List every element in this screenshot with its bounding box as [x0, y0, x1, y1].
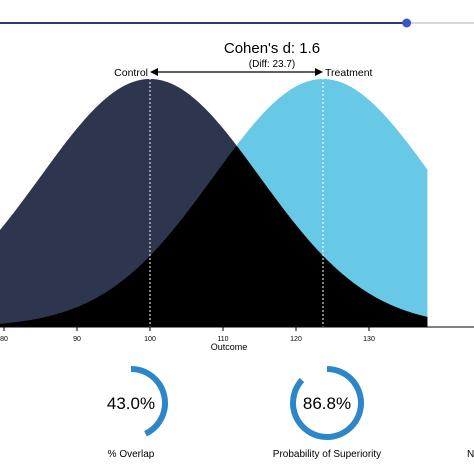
chart-subtitle: (Diff: 23.7) [249, 59, 296, 70]
superiority-label: Probability of Superiority [273, 449, 381, 460]
slider-thumb[interactable] [402, 18, 412, 28]
overlap-metric: 43.0% % Overlap [107, 366, 168, 460]
effect-size-slider[interactable] [0, 0, 474, 46]
superiority-metric: 86.8% Probability of Superiority [273, 366, 381, 460]
x-tick-label: 80 [0, 336, 8, 343]
distribution-chart: 80 90 100 110 120 130 Cohen's d: 1.6 (Diff: 2… [0, 40, 474, 352]
arrow-head-right [315, 68, 324, 76]
x-tick-label: 100 [144, 336, 156, 343]
chart-title: Cohen's d: 1.6 [224, 40, 320, 57]
treatment-label: Treatment [325, 67, 373, 79]
overlap-region [0, 146, 428, 327]
overlap-label: % Overlap [108, 449, 155, 460]
third-metric-label: N [467, 449, 474, 460]
superiority-gauge-arc [290, 366, 364, 440]
overlap-value: 43.0% [107, 394, 155, 413]
metrics-panel: 43.0% % Overlap 86.8% Probability of Sup… [107, 366, 474, 460]
superiority-value: 86.8% [303, 394, 351, 413]
control-label: Control [114, 67, 148, 79]
x-tick-label: 110 [217, 336, 228, 343]
x-tick-label: 90 [73, 336, 81, 343]
x-axis-label: Outcome [211, 342, 248, 352]
x-tick-label: 130 [363, 336, 375, 343]
arrow-head-left [150, 68, 158, 76]
x-tick-label: 120 [290, 336, 302, 343]
overlap-gauge-arc [130, 366, 168, 437]
third-metric: N [467, 449, 474, 460]
